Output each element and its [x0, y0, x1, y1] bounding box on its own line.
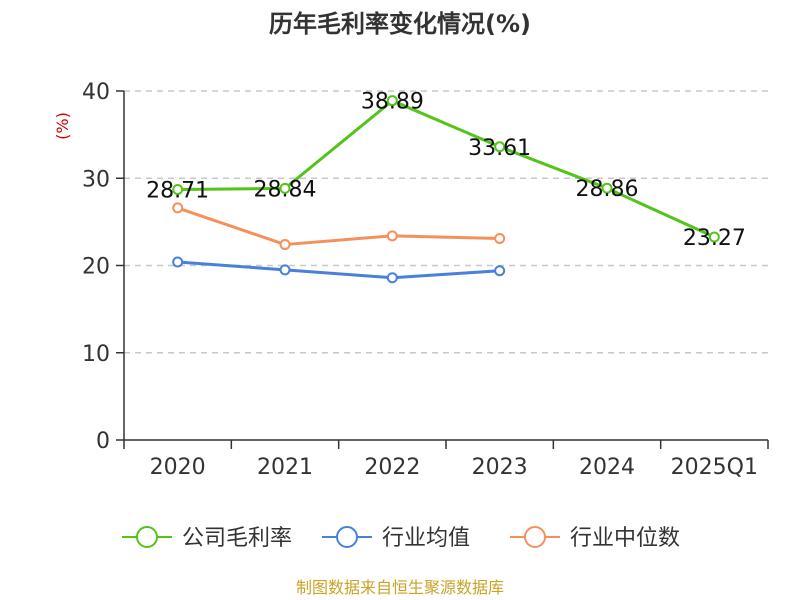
legend-label: 行业均值 — [382, 526, 470, 551]
series-group — [172, 95, 720, 284]
data-point[interactable] — [172, 256, 184, 268]
series-line — [177, 260, 500, 280]
x-tick-label: 2024 — [579, 455, 635, 480]
data-label: 28.71 — [146, 179, 209, 204]
data-point[interactable] — [279, 239, 291, 251]
series-line — [177, 206, 500, 247]
y-axis-label: (%) — [53, 112, 72, 140]
x-tick-label: 2022 — [364, 455, 420, 480]
data-point[interactable] — [494, 141, 506, 153]
data-point[interactable] — [279, 264, 291, 276]
x-tick-label: 2020 — [150, 455, 206, 480]
data-labels: 28.71 28.84 38.89 33.61 28.86 23.27 — [146, 90, 746, 251]
legend[interactable]: 公司毛利率 行业均值 行业中位数 — [122, 526, 680, 551]
data-label: 38.89 — [361, 90, 424, 115]
x-tick-label: 2025Q1 — [671, 455, 758, 480]
data-point[interactable] — [279, 182, 291, 194]
legend-item[interactable]: 公司毛利率 — [122, 526, 292, 551]
x-tick-label: 2023 — [472, 455, 528, 480]
data-point[interactable] — [494, 265, 506, 277]
data-point[interactable] — [386, 230, 398, 242]
legend-marker — [136, 526, 158, 548]
source-note: 制图数据来自恒生聚源数据库 — [296, 578, 504, 597]
series-line — [177, 99, 715, 239]
data-point[interactable] — [708, 231, 720, 243]
data-point[interactable] — [494, 232, 506, 244]
data-point[interactable] — [386, 272, 398, 284]
legend-marker — [336, 526, 358, 548]
axes: 0 10 20 30 40 2020 2021 2022 2023 2024 2025Q1 — [82, 80, 769, 480]
data-label: 33.61 — [468, 136, 531, 161]
y-tick-label: 30 — [82, 167, 110, 192]
y-tick-label: 20 — [82, 255, 110, 280]
data-point[interactable] — [386, 95, 398, 107]
chart-title: 历年毛利率变化情况(%) — [269, 10, 531, 38]
data-label: 23.27 — [683, 226, 746, 251]
data-point[interactable] — [601, 182, 613, 194]
data-label: 28.84 — [254, 177, 317, 202]
data-point[interactable] — [172, 184, 184, 196]
y-tick-label: 0 — [96, 429, 110, 454]
legend-label: 公司毛利率 — [182, 526, 292, 551]
legend-marker — [524, 526, 546, 548]
legend-label: 行业中位数 — [570, 526, 680, 551]
y-tick-label: 10 — [82, 342, 110, 367]
gridlines — [124, 90, 768, 354]
data-point[interactable] — [172, 202, 184, 214]
y-tick-label: 40 — [82, 80, 110, 105]
data-label: 28.86 — [576, 177, 639, 202]
legend-item[interactable]: 行业均值 — [322, 526, 470, 551]
x-tick-label: 2021 — [257, 455, 313, 480]
legend-item[interactable]: 行业中位数 — [510, 526, 680, 551]
